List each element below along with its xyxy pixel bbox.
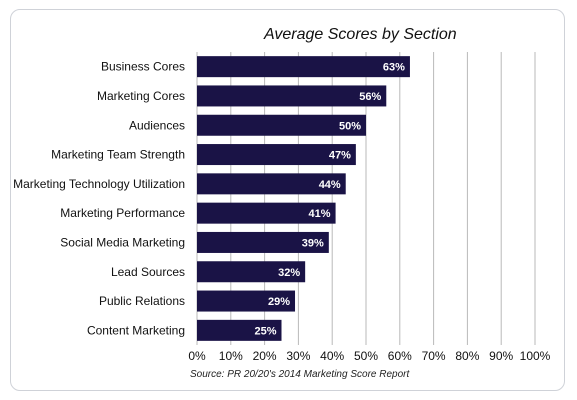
- data-label: 44%: [319, 179, 341, 191]
- x-tick-label: 80%: [455, 349, 479, 363]
- category-label: Marketing Technology Utilization: [13, 177, 185, 191]
- category-label: Marketing Cores: [97, 89, 185, 103]
- bar: [197, 144, 356, 166]
- x-tick-label: 20%: [253, 349, 277, 363]
- category-label: Marketing Team Strength: [51, 148, 185, 162]
- x-tick-label: 10%: [219, 349, 243, 363]
- bar: [197, 173, 346, 195]
- data-label: 29%: [268, 296, 290, 308]
- category-label: Content Marketing: [87, 323, 185, 337]
- data-label: 41%: [309, 208, 331, 220]
- bar: [197, 114, 366, 136]
- x-tick-label: 100%: [520, 349, 551, 363]
- x-tick-label: 0%: [188, 349, 206, 363]
- x-tick-label: 70%: [422, 349, 446, 363]
- category-label: Business Cores: [101, 60, 185, 74]
- bar: [197, 319, 282, 341]
- bar: [197, 85, 387, 107]
- x-tick-label: 40%: [320, 349, 344, 363]
- bar: [197, 202, 336, 224]
- bar: [197, 56, 410, 78]
- x-tick-label: 90%: [489, 349, 513, 363]
- data-label: 39%: [302, 237, 324, 249]
- chart-title: Average Scores by Section: [264, 26, 457, 43]
- category-label: Public Relations: [99, 294, 185, 308]
- chart-source: Source: PR 20/20's 2014 Marketing Score …: [190, 369, 410, 380]
- data-label: 56%: [359, 91, 381, 103]
- x-tick-label: 50%: [354, 349, 378, 363]
- x-tick-label: 30%: [286, 349, 310, 363]
- bar: [197, 290, 296, 312]
- bar: [197, 231, 329, 253]
- category-label: Marketing Performance: [60, 206, 185, 220]
- data-label: 50%: [339, 120, 361, 132]
- data-label: 25%: [254, 325, 276, 337]
- x-tick-label: 60%: [388, 349, 412, 363]
- data-label: 63%: [383, 62, 405, 74]
- category-label: Audiences: [129, 118, 185, 132]
- category-label: Lead Sources: [111, 265, 185, 279]
- data-label: 32%: [278, 267, 300, 279]
- bar: [197, 261, 306, 283]
- data-label: 47%: [329, 150, 351, 162]
- category-label: Social Media Marketing: [60, 235, 185, 249]
